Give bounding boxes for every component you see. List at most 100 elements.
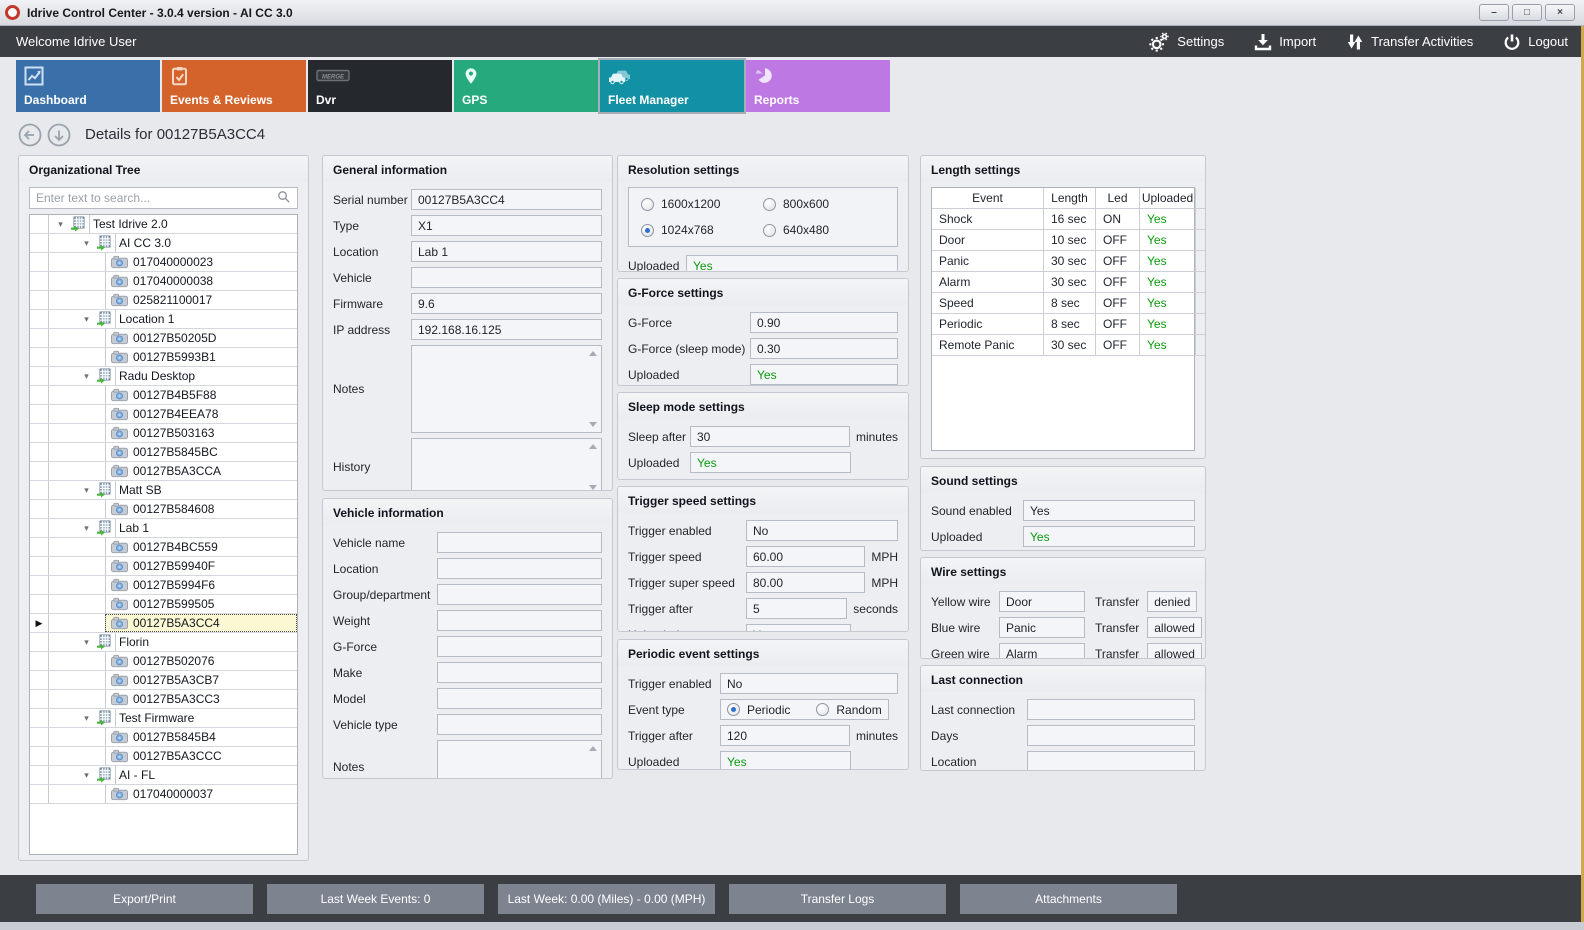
- tree-node-00127b5993b1[interactable]: 00127B5993B1: [30, 348, 297, 367]
- radio-800x600[interactable]: 800x600: [763, 197, 885, 211]
- field-serial-number-input[interactable]: 00127B5A3CC4: [411, 189, 602, 210]
- last-week-miles-button[interactable]: Last Week: 0.00 (Miles) - 0.00 (MPH): [498, 883, 715, 914]
- scroll-up-icon[interactable]: [589, 444, 597, 449]
- tree-node-00127b4bc559[interactable]: 00127B4BC559: [30, 538, 297, 557]
- tree-node-00127b50205d[interactable]: 00127B50205D: [30, 329, 297, 348]
- field-vehicle-name-input[interactable]: [437, 532, 602, 553]
- field-trigger-enabled-input[interactable]: No: [746, 520, 898, 541]
- last-week-events-button[interactable]: Last Week Events: 0: [267, 883, 484, 914]
- field-trigger-after-input[interactable]: 120: [720, 725, 850, 746]
- tree-node-00127b584608[interactable]: 00127B584608: [30, 500, 297, 519]
- field-model-input[interactable]: [437, 688, 602, 709]
- tree-node-location-1[interactable]: ▾ Location 1: [30, 310, 297, 329]
- tree-node-00127b5a3cb7[interactable]: 00127B5A3CB7: [30, 671, 297, 690]
- tree-node-lab-1[interactable]: ▾ Lab 1: [30, 519, 297, 538]
- field-history-textarea[interactable]: [411, 438, 602, 490]
- tree-node-00127b4b5f88[interactable]: 00127B4B5F88: [30, 386, 297, 405]
- field-g-force-sleep-mode-input[interactable]: 0.30: [750, 338, 898, 359]
- field-location-input[interactable]: Lab 1: [411, 241, 602, 262]
- field-trigger-after-input[interactable]: 5: [746, 598, 848, 619]
- radio-button-icon[interactable]: [641, 197, 654, 211]
- radio-button-icon[interactable]: [763, 197, 776, 211]
- tree-node-ai-fl[interactable]: ▾ AI - FL: [30, 766, 297, 785]
- tree-node-025821100017[interactable]: 025821100017: [30, 291, 297, 310]
- import-button[interactable]: Import: [1254, 33, 1316, 51]
- attachments-button[interactable]: Attachments: [960, 883, 1177, 914]
- field-make-input[interactable]: [437, 662, 602, 683]
- field-blue-wire-transfer-input[interactable]: allowed: [1147, 617, 1202, 638]
- field-last-connection-input[interactable]: [1027, 699, 1195, 720]
- tree-node-00127b5a3cca[interactable]: 00127B5A3CCA: [30, 462, 297, 481]
- transfer-activities-button[interactable]: Transfer Activities: [1346, 33, 1473, 51]
- field-days-input[interactable]: [1027, 725, 1195, 746]
- expander-icon[interactable]: ▾: [84, 370, 89, 381]
- settings-button[interactable]: Settings: [1148, 31, 1224, 53]
- tree-node-00127b59940f[interactable]: 00127B59940F: [30, 557, 297, 576]
- tree-node-017040000038[interactable]: 017040000038: [30, 272, 297, 291]
- radio-button-icon[interactable]: [763, 223, 776, 237]
- expander-icon[interactable]: ▾: [84, 636, 89, 647]
- field-sound-enabled-input[interactable]: Yes: [1023, 500, 1195, 521]
- tab-dashboard[interactable]: Dashboard: [16, 60, 160, 112]
- scroll-up-icon[interactable]: [589, 746, 597, 751]
- tree-node-matt-sb[interactable]: ▾ Matt SB: [30, 481, 297, 500]
- tree-node-00127b502076[interactable]: 00127B502076: [30, 652, 297, 671]
- tree-node-00127b5a3cc4[interactable]: ▶ 00127B5A3CC4: [30, 614, 297, 633]
- tree-node-ai-cc-3-0[interactable]: ▾ AI CC 3.0: [30, 234, 297, 253]
- field-blue-wire-input[interactable]: Panic: [999, 617, 1085, 638]
- transfer-logs-button[interactable]: Transfer Logs: [729, 883, 946, 914]
- tree-node-00127b599505[interactable]: 00127B599505: [30, 595, 297, 614]
- field-location-input[interactable]: [437, 558, 602, 579]
- field-trigger-speed-input[interactable]: 60.00: [746, 546, 866, 567]
- search-input[interactable]: [36, 191, 276, 205]
- tree-node-00127b5994f6[interactable]: 00127B5994F6: [30, 576, 297, 595]
- tab-fleet-manager[interactable]: Fleet Manager: [598, 58, 746, 114]
- tree-node-test-firmware[interactable]: ▾ Test Firmware: [30, 709, 297, 728]
- scroll-down-button[interactable]: [47, 123, 71, 147]
- field-ip-address-input[interactable]: 192.168.16.125: [411, 319, 602, 340]
- tree-node-00127b5a3cc3[interactable]: 00127B5A3CC3: [30, 690, 297, 709]
- field-green-wire-transfer-input[interactable]: allowed: [1147, 643, 1202, 658]
- tab-events-reviews[interactable]: Events & Reviews: [162, 60, 306, 112]
- tree-node-florin[interactable]: ▾ Florin: [30, 633, 297, 652]
- logout-button[interactable]: Logout: [1503, 33, 1568, 51]
- tree-node-test-idrive-2-0[interactable]: ▾ Test Idrive 2.0: [30, 215, 297, 234]
- expander-icon[interactable]: ▾: [84, 484, 89, 495]
- tree-node-00127b503163[interactable]: 00127B503163: [30, 424, 297, 443]
- expander-icon[interactable]: ▾: [84, 712, 89, 723]
- expander-icon[interactable]: ▾: [84, 237, 89, 248]
- scroll-up-icon[interactable]: [589, 351, 597, 356]
- tree-node-00127b5845b4[interactable]: 00127B5845B4: [30, 728, 297, 747]
- field-sleep-after-input[interactable]: 30: [690, 426, 850, 447]
- close-button[interactable]: ×: [1545, 4, 1575, 21]
- field-type-input[interactable]: X1: [411, 215, 602, 236]
- tree-node-00127b4eea78[interactable]: 00127B4EEA78: [30, 405, 297, 424]
- radio-periodic[interactable]: Periodic: [727, 703, 790, 717]
- tree-node-00127b5845bc[interactable]: 00127B5845BC: [30, 443, 297, 462]
- field-trigger-enabled-input[interactable]: No: [720, 673, 898, 694]
- field-group-department-input[interactable]: [437, 584, 602, 605]
- field-yellow-wire-transfer-input[interactable]: denied: [1147, 591, 1198, 612]
- radio-640x480[interactable]: 640x480: [763, 223, 885, 237]
- maximize-button[interactable]: □: [1512, 4, 1542, 21]
- radio-button-icon[interactable]: [816, 703, 830, 716]
- expander-icon[interactable]: ▾: [84, 313, 89, 324]
- field-vehicle-type-input[interactable]: [437, 714, 602, 735]
- field-yellow-wire-input[interactable]: Door: [999, 591, 1085, 612]
- tree-node-017040000023[interactable]: 017040000023: [30, 253, 297, 272]
- minimize-button[interactable]: –: [1479, 4, 1509, 21]
- field-notes-textarea[interactable]: [411, 345, 602, 433]
- radio-random[interactable]: Random: [816, 703, 882, 717]
- expander-icon[interactable]: ▾: [84, 522, 89, 533]
- expander-icon[interactable]: ▾: [58, 218, 63, 229]
- radio-button-icon[interactable]: [641, 223, 654, 237]
- field-green-wire-input[interactable]: Alarm: [999, 643, 1085, 658]
- radio-button-icon[interactable]: [727, 703, 740, 716]
- expander-icon[interactable]: ▾: [84, 769, 89, 780]
- back-button[interactable]: [18, 123, 42, 147]
- tab-reports[interactable]: Reports: [746, 60, 890, 112]
- field-weight-input[interactable]: [437, 610, 602, 631]
- field-g-force-input[interactable]: [437, 636, 602, 657]
- scroll-down-icon[interactable]: [589, 485, 597, 490]
- field-firmware-input[interactable]: 9.6: [411, 293, 602, 314]
